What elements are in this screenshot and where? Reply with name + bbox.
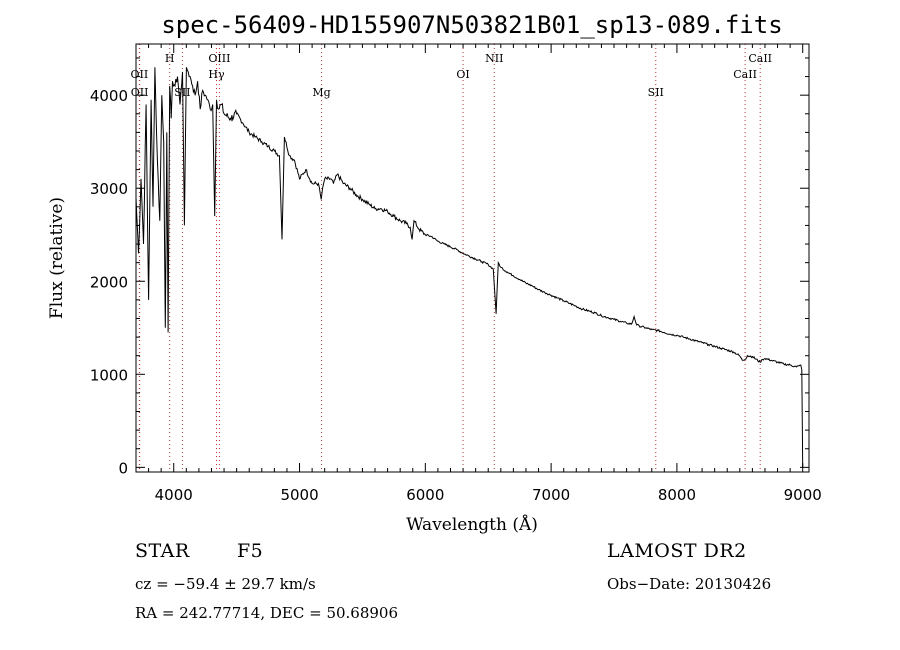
spectrum-line	[135, 67, 804, 468]
line-label: SII	[174, 86, 190, 99]
y-tick-label: 1000	[90, 366, 128, 384]
redshift-readout: cz = −59.4 ± 29.7 km/s	[135, 575, 316, 593]
coordinates-readout: RA = 242.77714, DEC = 50.68906	[135, 604, 399, 622]
y-tick-label: 2000	[90, 273, 128, 291]
y-tick-label: 4000	[90, 87, 128, 105]
line-label: Mg	[312, 86, 330, 99]
x-tick-label: 8000	[658, 486, 696, 504]
x-tick-label: 6000	[406, 486, 444, 504]
line-label: CaII	[748, 52, 772, 65]
y-axis-label: Flux (relative)	[47, 197, 67, 319]
y-tick-label: 3000	[90, 180, 128, 198]
survey-label: LAMOST DR2	[607, 540, 747, 562]
line-label: H	[165, 52, 175, 65]
observation-date: Obs−Date: 20130426	[607, 575, 772, 593]
line-label: OII	[131, 86, 149, 99]
x-tick-label: 7000	[532, 486, 570, 504]
object-class: STAR	[135, 540, 190, 562]
line-label: OIII	[208, 52, 230, 65]
line-label: SII	[648, 86, 664, 99]
plot-frame	[135, 43, 810, 473]
y-tick-label: 0	[118, 459, 128, 477]
x-axis-label: Wavelength (Å)	[406, 514, 538, 535]
line-label: NII	[485, 52, 503, 65]
spectrum-series	[135, 67, 804, 468]
x-axis: 4000 5000 6000 7000 8000 9000	[148, 44, 822, 504]
y-axis: 0 1000 2000 3000 4000	[90, 57, 809, 477]
x-tick-label: 9000	[784, 486, 822, 504]
x-tick-label: 4000	[155, 486, 193, 504]
line-markers	[138, 44, 761, 472]
x-tick-label: 5000	[280, 486, 318, 504]
line-labels: OII OII H SII OIII Hγ Mg OI NII SII CaII CaII	[131, 52, 772, 99]
chart-title: spec-56409-HD155907N503821B01_sp13-089.f…	[161, 11, 782, 39]
line-label: Hγ	[208, 68, 225, 81]
line-label: OI	[456, 68, 469, 81]
line-label: CaII	[733, 68, 757, 81]
line-label: OII	[131, 68, 149, 81]
object-subclass: F5	[237, 540, 264, 562]
